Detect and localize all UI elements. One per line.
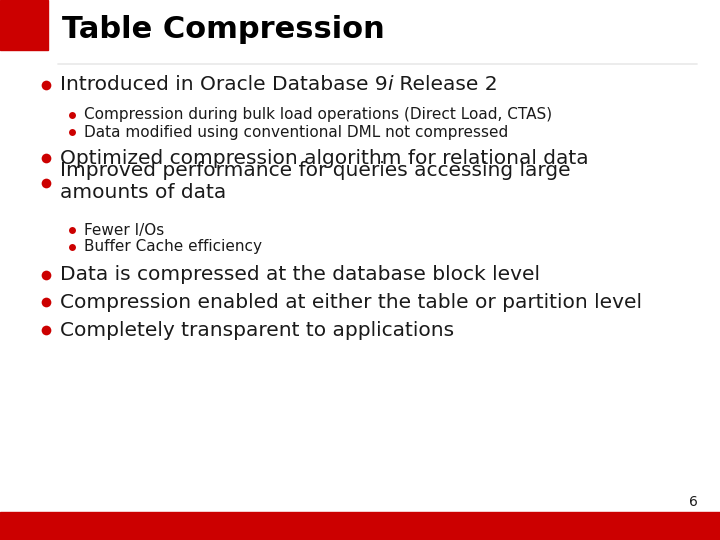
Text: 6: 6 (689, 495, 698, 509)
Text: Table Compression: Table Compression (62, 16, 384, 44)
Bar (0, 0, 48, 50)
Text: ORACLE: ORACLE (632, 519, 688, 532)
Text: Data is compressed at the database block level: Data is compressed at the database block… (60, 266, 540, 285)
Text: amounts of data: amounts of data (60, 184, 226, 202)
Text: Completely transparent to applications: Completely transparent to applications (60, 321, 454, 340)
Text: Introduced in Oracle Database 9: Introduced in Oracle Database 9 (60, 76, 387, 94)
Text: Compression enabled at either the table or partition level: Compression enabled at either the table … (60, 293, 642, 312)
Text: Buffer Cache efficiency: Buffer Cache efficiency (84, 240, 262, 254)
Text: Data modified using conventional DML not compressed: Data modified using conventional DML not… (84, 125, 508, 139)
Text: i: i (387, 76, 393, 94)
Text: Fewer I/Os: Fewer I/Os (84, 222, 164, 238)
Text: Improved performance for queries accessing large: Improved performance for queries accessi… (60, 161, 571, 180)
Text: Release 2: Release 2 (393, 76, 498, 94)
Bar (0, 512, 720, 540)
Text: Optimized compression algorithm for relational data: Optimized compression algorithm for rela… (60, 148, 589, 167)
Text: Compression during bulk load operations (Direct Load, CTAS): Compression during bulk load operations … (84, 107, 552, 123)
